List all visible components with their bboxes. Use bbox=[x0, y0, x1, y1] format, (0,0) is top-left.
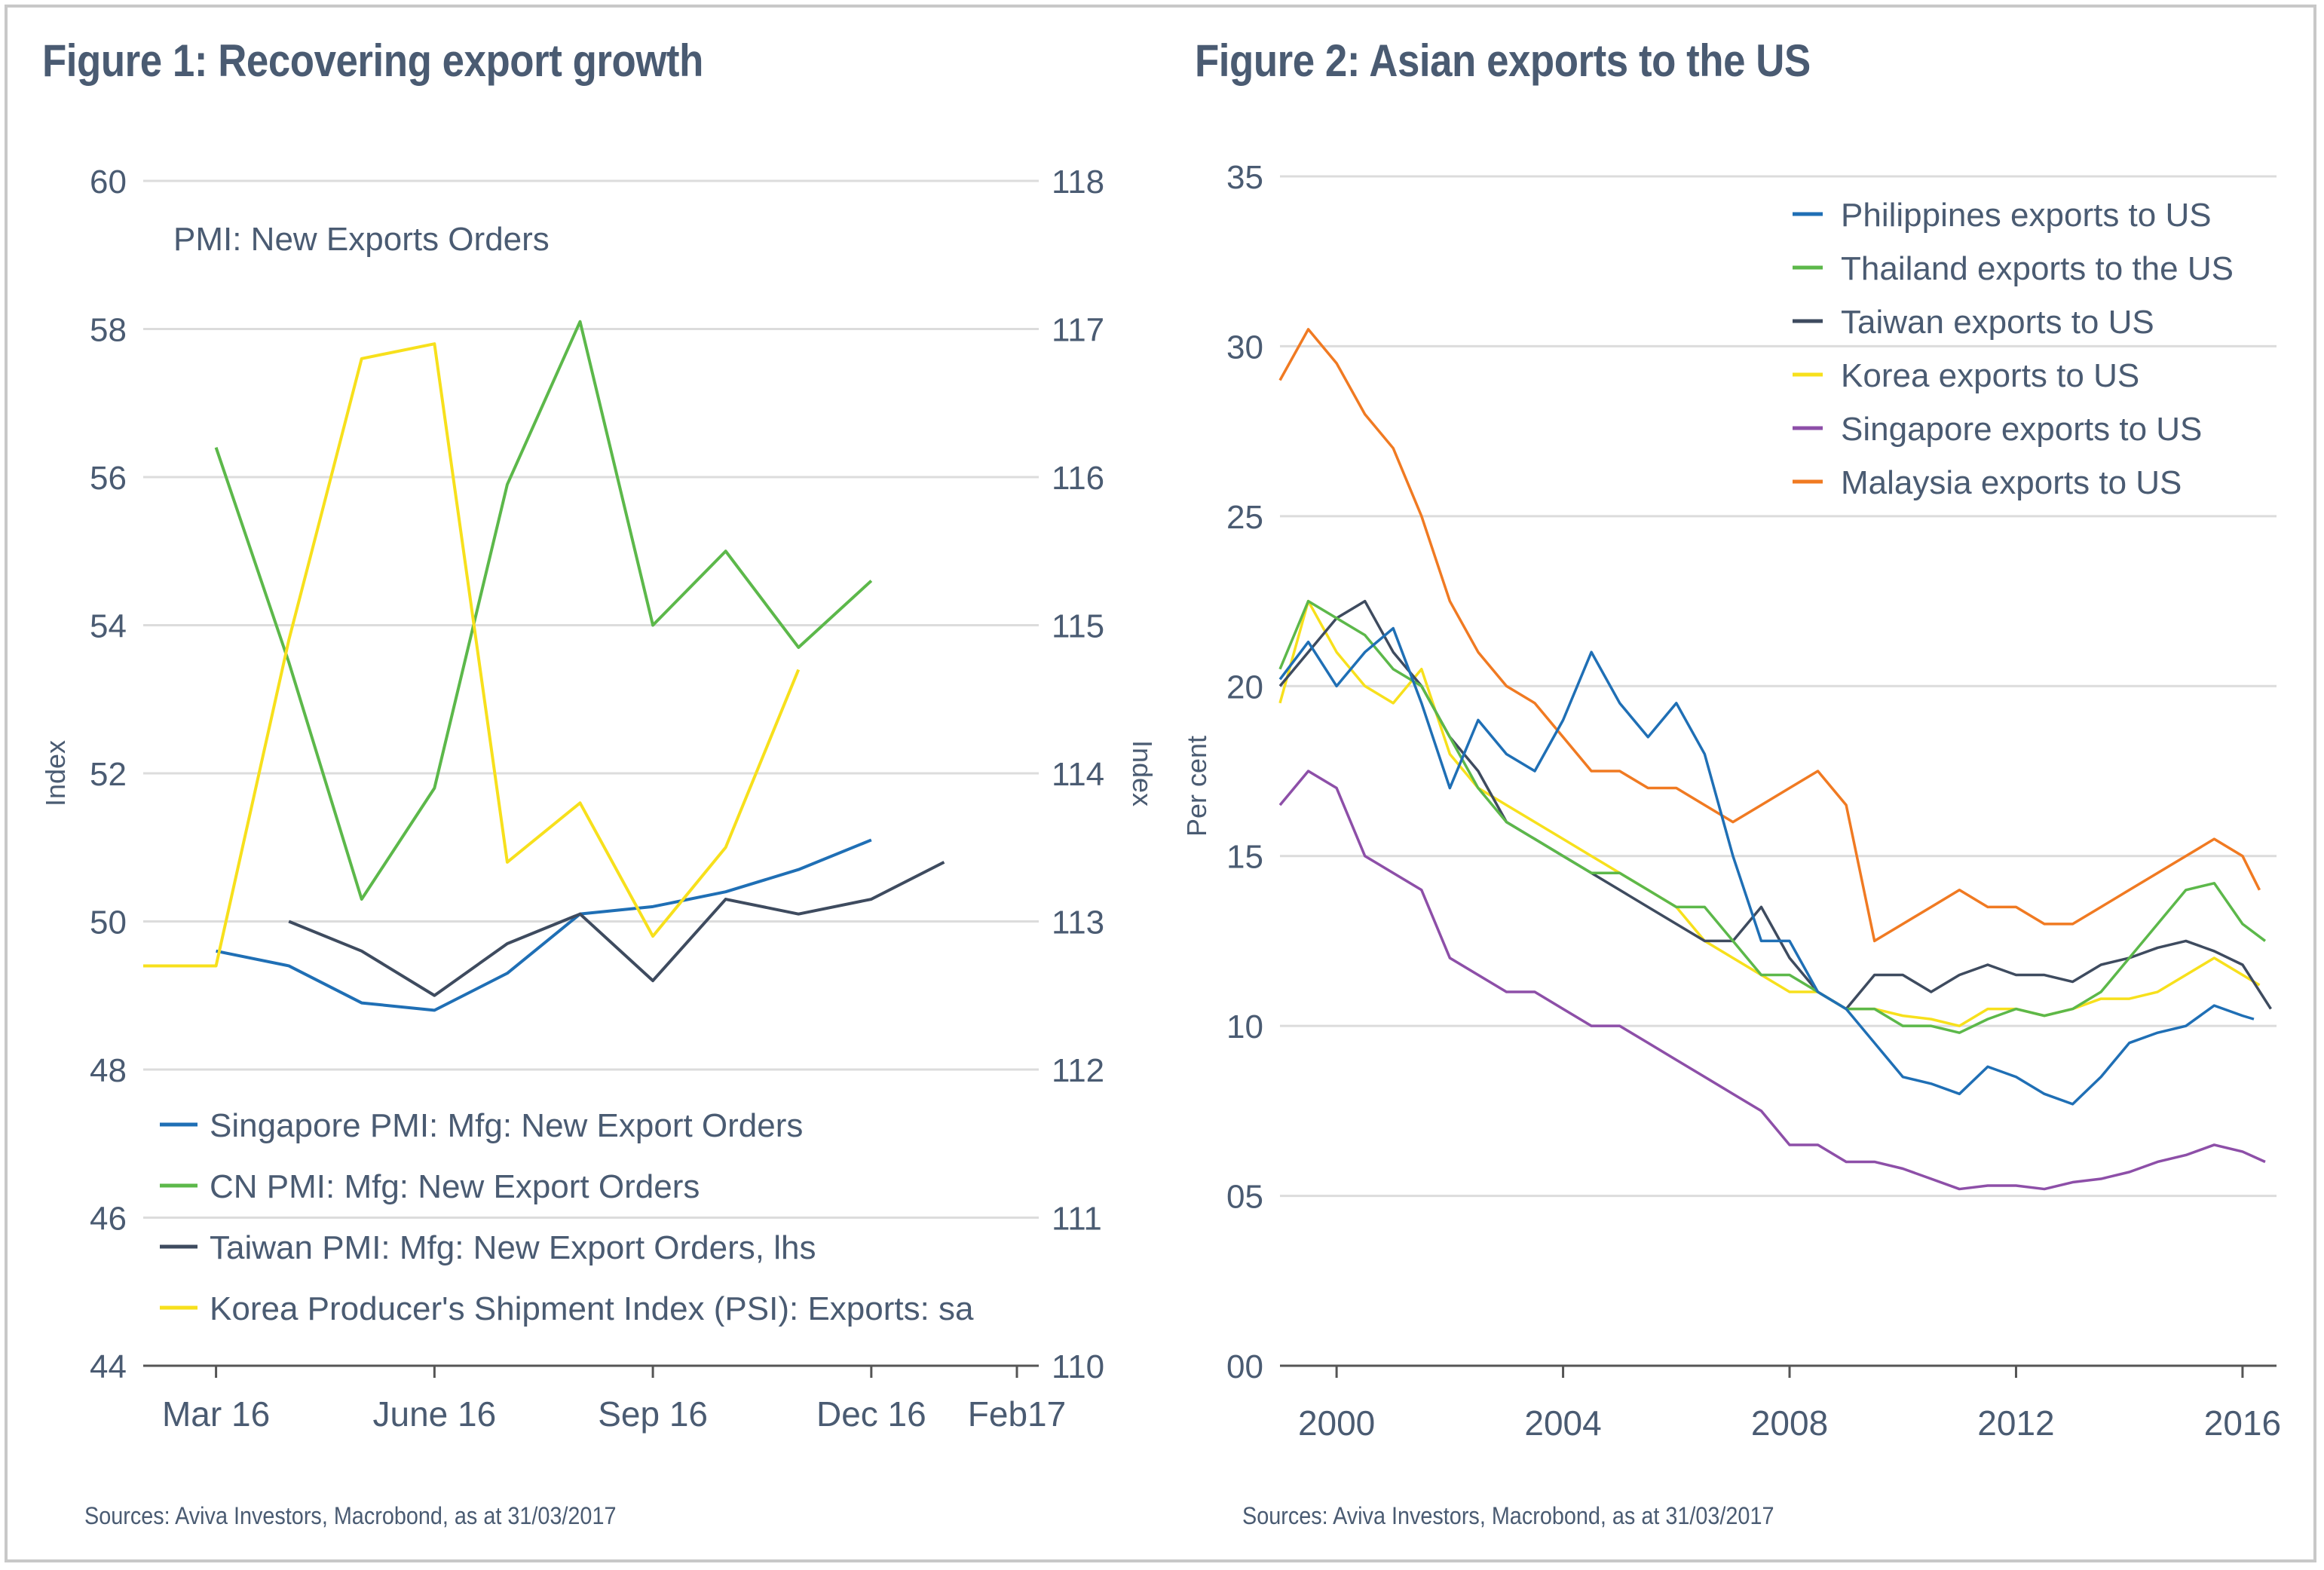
figure-frame bbox=[5, 5, 2316, 1562]
y-tick-label-left: 60 bbox=[90, 164, 127, 200]
y-axis-label-left: Index bbox=[40, 740, 71, 806]
figure2-title: Figure 2: Asian exports to the US bbox=[1195, 35, 1811, 86]
y-tick-label-left: 58 bbox=[90, 312, 127, 349]
y-tick-label-right: 118 bbox=[1052, 164, 1104, 200]
y-tick-label-left: 54 bbox=[90, 608, 127, 645]
y-tick-label-right: 116 bbox=[1052, 460, 1104, 497]
legend-label: Korea exports to US bbox=[1841, 357, 2139, 394]
x-tick-label: Mar 16 bbox=[162, 1394, 270, 1434]
y-tick-label: 20 bbox=[1226, 669, 1263, 705]
x-tick-label: 2016 bbox=[2204, 1403, 2281, 1443]
x-tick-label: Dec 16 bbox=[816, 1394, 926, 1434]
series-line-korea-producer-s-shipment-index-psi-exports-sa bbox=[143, 342, 801, 968]
x-tick-label: 2004 bbox=[1524, 1403, 1601, 1443]
y-tick-label-right: 114 bbox=[1052, 756, 1104, 793]
series-line-thailand-exports-to-the-us bbox=[1278, 599, 2267, 1034]
y-tick-label-right: 111 bbox=[1052, 1201, 1102, 1238]
y-tick-label: 25 bbox=[1226, 499, 1263, 536]
series-line-philippines-exports-to-us bbox=[1278, 626, 2255, 1106]
series-line-singapore-pmi-mfg-new-export-orders bbox=[216, 838, 872, 1012]
x-tick-label: 2012 bbox=[1977, 1403, 2054, 1443]
y-tick-label: 30 bbox=[1226, 329, 1263, 366]
y-tick-label-left: 46 bbox=[90, 1201, 127, 1238]
x-tick-label: Feb17 bbox=[968, 1394, 1066, 1434]
y-tick-label: 35 bbox=[1226, 159, 1263, 196]
y-tick-label-right: 117 bbox=[1052, 312, 1104, 349]
y-tick-label: 15 bbox=[1226, 839, 1263, 876]
legend-label: Thailand exports to the US bbox=[1841, 250, 2234, 287]
y-tick-label: 00 bbox=[1226, 1348, 1263, 1385]
x-tick-label: Sep 16 bbox=[598, 1394, 708, 1434]
chart-annotation: PMI: New Exports Orders bbox=[173, 221, 550, 258]
y-tick-label-right: 110 bbox=[1052, 1348, 1104, 1385]
series-line-taiwan-pmi-mfg-new-export-orders-lhs bbox=[288, 861, 945, 997]
legend-label: Taiwan exports to US bbox=[1841, 304, 2154, 341]
series-line-cn-pmi-mfg-new-export-orders bbox=[214, 320, 873, 901]
series-line-korea-exports-to-us bbox=[1278, 599, 2261, 1027]
y-tick-label-right: 112 bbox=[1052, 1052, 1104, 1089]
y-axis-label: Per cent bbox=[1181, 736, 1212, 837]
y-tick-label-left: 50 bbox=[90, 904, 127, 941]
y-tick-label-left: 44 bbox=[90, 1348, 127, 1385]
x-tick-label: 2008 bbox=[1751, 1403, 1828, 1443]
y-tick-label-right: 115 bbox=[1052, 608, 1104, 645]
x-tick-label: 2000 bbox=[1298, 1403, 1375, 1443]
legend-label: Taiwan PMI: Mfg: New Export Orders, lhs bbox=[210, 1229, 816, 1266]
legend-label: Malaysia exports to US bbox=[1841, 464, 2182, 501]
legend-label: Philippines exports to US bbox=[1841, 197, 2212, 234]
y-tick-label-right: 113 bbox=[1052, 904, 1104, 941]
series-line-malaysia-exports-to-us bbox=[1278, 328, 2261, 943]
figure2-source: Sources: Aviva Investors, Macrobond, as … bbox=[1242, 1502, 1774, 1529]
series-line-singapore-exports-to-us bbox=[1278, 770, 2266, 1191]
y-axis-label-right: Index bbox=[1127, 740, 1158, 806]
y-tick-label-left: 56 bbox=[90, 460, 127, 497]
legend-label: Singapore exports to US bbox=[1841, 411, 2202, 448]
legend-label: CN PMI: Mfg: New Export Orders bbox=[210, 1168, 700, 1205]
y-tick-label-left: 48 bbox=[90, 1052, 127, 1089]
legend-label: Singapore PMI: Mfg: New Export Orders bbox=[210, 1107, 803, 1144]
series-line-taiwan-exports-to-us bbox=[1278, 599, 2272, 1011]
figure1-title: Figure 1: Recovering export growth bbox=[42, 35, 703, 86]
y-tick-label: 05 bbox=[1226, 1179, 1263, 1216]
x-tick-label: June 16 bbox=[372, 1394, 496, 1434]
figure1-source: Sources: Aviva Investors, Macrobond, as … bbox=[84, 1502, 617, 1529]
legend-label: Korea Producer's Shipment Index (PSI): E… bbox=[210, 1290, 974, 1327]
y-tick-label-left: 52 bbox=[90, 756, 127, 793]
y-tick-label: 10 bbox=[1226, 1008, 1263, 1045]
